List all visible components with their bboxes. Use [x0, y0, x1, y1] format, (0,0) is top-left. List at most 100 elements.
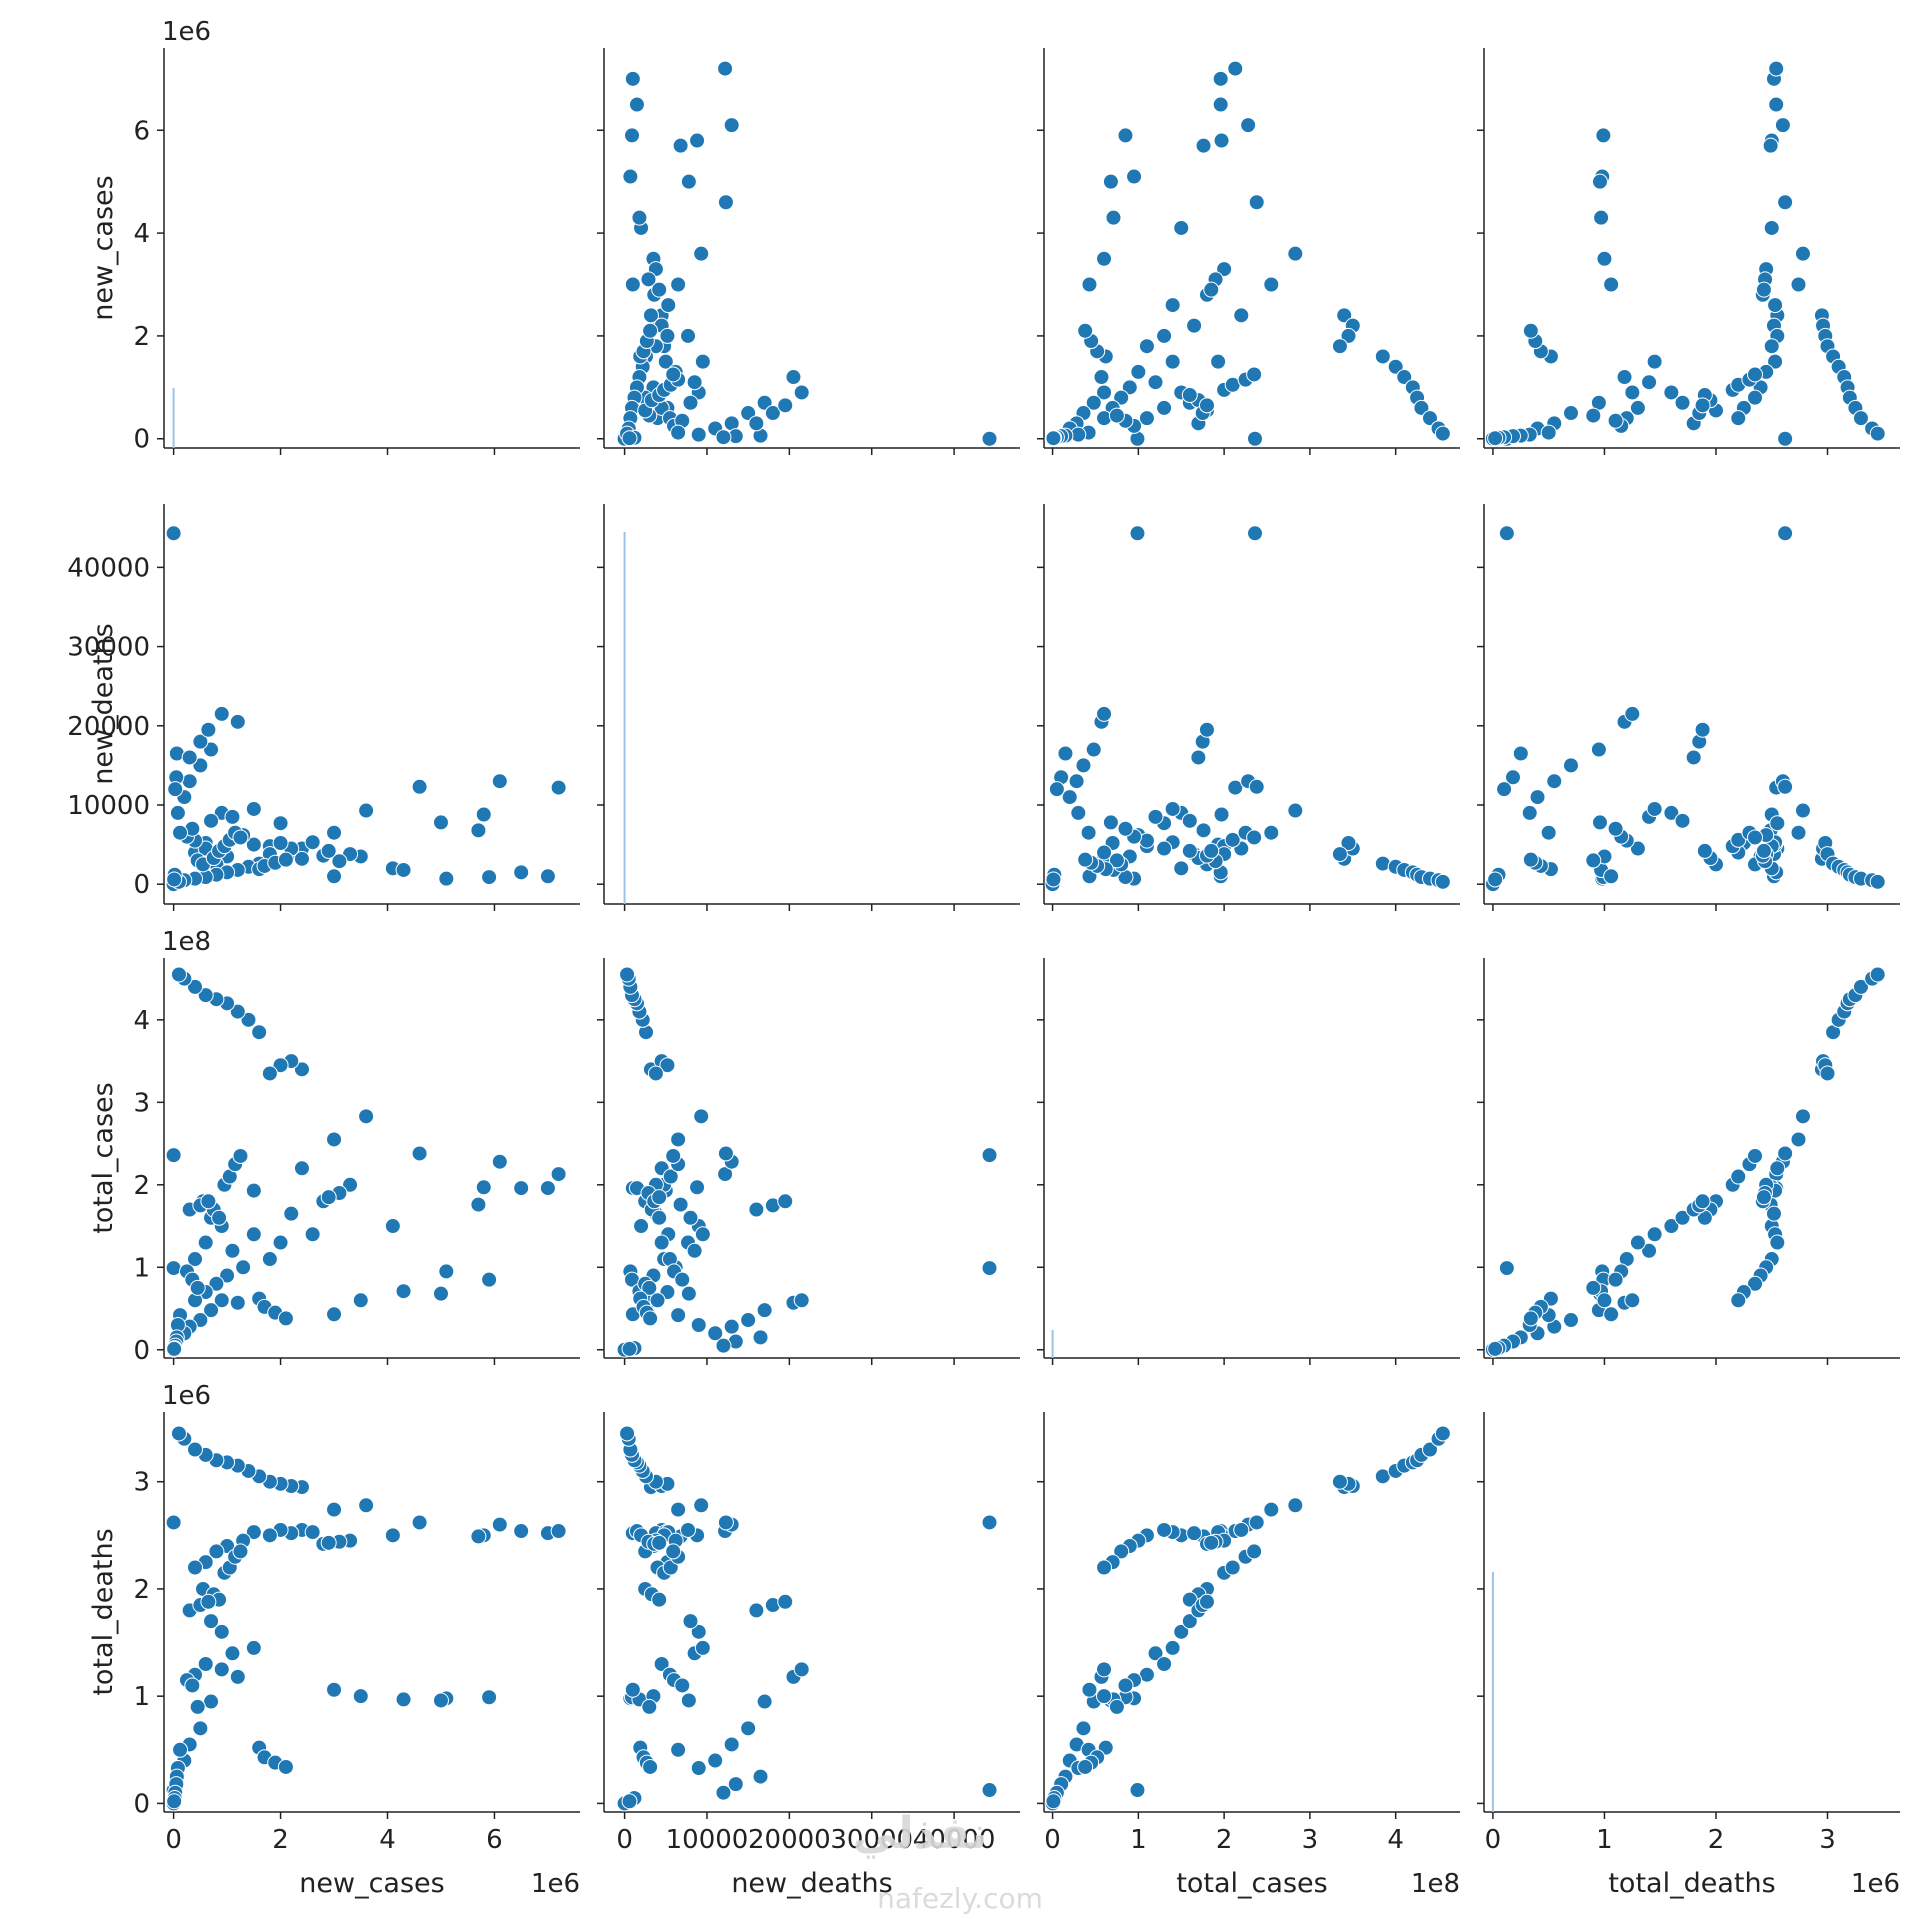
scatter-point-total_cases-new_cases-9: [411, 1145, 428, 1162]
scatter-point-new_deaths-new_cases-7: [475, 806, 492, 823]
scatter-point-total_deaths-total_cases-51: [1147, 1645, 1164, 1662]
scatter-point-total_deaths-new_deaths-11: [693, 1497, 710, 1514]
scatter-point-new_deaths-total_cases-82: [1198, 721, 1215, 738]
scatter-point-new_deaths-new_cases-69: [172, 824, 189, 841]
scatter-point-new_deaths-total_cases-48: [1434, 873, 1451, 890]
scatter-point-new_cases-new_deaths-70: [690, 426, 707, 443]
scatter-point-total_cases-new_deaths-53: [653, 1234, 670, 1251]
scatter-point-new_cases-total_cases-35: [1096, 410, 1113, 427]
scatter-point-new_cases-new_deaths-23: [680, 173, 697, 190]
scatter-point-new_cases-total_cases-8: [1195, 137, 1212, 154]
scatter-point-total_cases-new_deaths-70: [690, 1317, 707, 1334]
panel-new_cases-vs-new_cases: [157, 48, 580, 455]
scatter-point-total_deaths-new_cases-8: [470, 1528, 487, 1545]
scatter-point-total_deaths-total_cases-68: [1203, 1534, 1220, 1551]
scatter-point-total_cases-total_deaths-13: [1769, 1160, 1786, 1177]
scatter-point-new_deaths-total_deaths-57: [1585, 852, 1602, 869]
scatter-point-new_cases-new_deaths-25: [631, 209, 648, 226]
histogram-bar-total_cases: [1051, 1330, 1054, 1358]
scatter-point-new_cases-total_cases-29: [1156, 327, 1173, 344]
scatter-point-new_deaths-new_cases-38: [272, 835, 289, 852]
scatter-point-new_deaths-total_deaths-68: [1755, 842, 1772, 859]
scatter-point-new_deaths-total_cases-18: [1085, 741, 1102, 758]
scatter-point-total_cases-new_deaths-4: [717, 1166, 734, 1183]
x-tick-label-total_cases: 0: [1044, 1825, 1061, 1855]
scatter-point-new_cases-total_deaths-51: [1641, 374, 1658, 391]
scatter-point-new_cases-total_deaths-15: [1767, 353, 1784, 370]
scatter-point-total_cases-total_deaths-14: [1765, 1205, 1782, 1222]
scatter-point-new_cases-total_cases-65: [1216, 261, 1233, 278]
scatter-point-total_deaths-new_cases-75: [166, 1793, 183, 1810]
panel-total_cases-vs-total_cases: [1037, 958, 1460, 1365]
x-scale-offset-total_cases: 1e8: [1411, 1869, 1460, 1899]
scatter-point-new_cases-total_deaths-49: [1663, 384, 1680, 401]
scatter-point-new_deaths-total_cases-68: [1203, 842, 1220, 859]
scatter-point-total_deaths-new_cases-12: [326, 1501, 343, 1518]
scatter-point-total_cases-new_deaths-19: [740, 1312, 757, 1329]
histogram-bar-total_deaths: [1491, 1572, 1494, 1812]
scatter-point-total_cases-total_deaths-68: [1755, 1189, 1772, 1206]
scatter-point-new_cases-new_deaths-17: [793, 384, 810, 401]
scatter-point-new_deaths-total_deaths-56: [1607, 820, 1624, 837]
x-tick-label-new_deaths: 10000: [666, 1825, 749, 1855]
scatter-point-new_cases-new_deaths-80: [748, 415, 765, 432]
scatter-point-total_deaths-new_deaths-64: [665, 1543, 682, 1560]
scatter-point-total_cases-new_cases-11: [358, 1108, 375, 1125]
scatter-point-new_deaths-total_cases-7: [1213, 806, 1230, 823]
scatter-point-total_deaths-new_deaths-75: [621, 1793, 638, 1810]
scatter-point-new_cases-total_deaths-56: [1607, 412, 1624, 429]
scatter-point-new_cases-total_deaths-16: [1616, 369, 1633, 386]
scatter-point-total_cases-new_deaths-82: [777, 1193, 794, 1210]
x-tick-label-new_deaths: 30000: [830, 1825, 913, 1855]
scatter-point-total_deaths-new_deaths-49: [690, 1623, 707, 1640]
scatter-point-new_deaths-new_cases-82: [200, 721, 217, 738]
scatter-point-new_deaths-total_cases-39: [1331, 846, 1348, 863]
scatter-point-total_cases-new_cases-42: [229, 1003, 246, 1020]
scatter-point-new_deaths-total_deaths-72: [1504, 769, 1521, 786]
scatter-point-new_deaths-total_deaths-19: [1562, 757, 1579, 774]
scatter-point-total_deaths-new_cases-69: [172, 1741, 189, 1758]
scatter-point-new_cases-total_cases-17: [1096, 384, 1113, 401]
panel-new_cases-vs-total_deaths: [1477, 48, 1900, 455]
scatter-point-new_cases-new_deaths-68: [651, 281, 668, 298]
scatter-point-total_cases-new_cases-60: [211, 1209, 228, 1226]
scatter-point-new_deaths-new_cases-70: [169, 804, 186, 821]
scatter-point-new_cases-total_cases-52: [1164, 353, 1181, 370]
scatter-point-total_deaths-new_deaths-20: [723, 1736, 740, 1753]
scatter-point-new_deaths-total_deaths-18: [1590, 741, 1607, 758]
scatter-point-total_deaths-total_cases-64: [1246, 1543, 1263, 1560]
scatter-point-total_cases-new_deaths-39: [647, 1065, 664, 1082]
x-tick-label-new_cases: 0: [165, 1825, 182, 1855]
scatter-point-new_cases-total_cases-13: [1233, 307, 1250, 324]
scatter-point-total_deaths-new_cases-50: [203, 1613, 220, 1630]
y-tick-label-total_cases: 4: [133, 1006, 150, 1036]
scatter-point-new_cases-total_deaths-82: [1694, 397, 1711, 414]
panel-new_deaths-vs-new_cases: [157, 504, 580, 911]
scatter-point-new_deaths-total_deaths-64: [1747, 829, 1764, 846]
scatter-point-new_cases-total_cases-31: [1130, 363, 1147, 380]
scatter-point-total_deaths-new_cases-6: [513, 1523, 530, 1540]
scatter-point-new_cases-total_cases-60: [1181, 387, 1198, 404]
scatter-point-total_deaths-total_cases-29: [1156, 1521, 1173, 1538]
scatter-point-new_cases-total_deaths-4: [1768, 60, 1785, 77]
scatter-point-total_cases-total_deaths-11: [1794, 1108, 1811, 1125]
scatter-point-total_cases-total_deaths-79: [1522, 1310, 1539, 1327]
scatter-point-total_deaths-total_cases-57: [1108, 1698, 1125, 1715]
scatter-point-new_deaths-new_cases-23: [432, 814, 449, 831]
scatter-point-new_cases-new_deaths-4: [717, 60, 734, 77]
scatter-point-new_cases-total_deaths-25: [1593, 209, 1610, 226]
scatter-point-new_deaths-total_deaths-20: [1546, 773, 1563, 790]
y-axis-label-new_deaths: new_deaths: [88, 623, 119, 784]
scatter-point-new_cases-total_deaths-35: [1730, 410, 1747, 427]
scatter-point-new_deaths-total_deaths-53: [1629, 840, 1646, 857]
scatter-point-new_deaths-new_cases-27: [326, 868, 343, 885]
scatter-point-total_cases-new_cases-32: [219, 1267, 236, 1284]
scatter-point-total_deaths-new_cases-11: [358, 1497, 375, 1514]
scatter-point-new_deaths-total_cases-23: [1102, 814, 1119, 831]
scatter-point-new_deaths-total_cases-17: [1096, 705, 1113, 722]
scatter-point-total_cases-new_cases-30: [261, 1251, 278, 1268]
scatter-point-total_deaths-total_cases-9: [1248, 1514, 1265, 1531]
scatter-point-new_cases-total_deaths-48: [1869, 425, 1886, 442]
scatter-point-new_cases-total_cases-46: [1421, 410, 1438, 427]
